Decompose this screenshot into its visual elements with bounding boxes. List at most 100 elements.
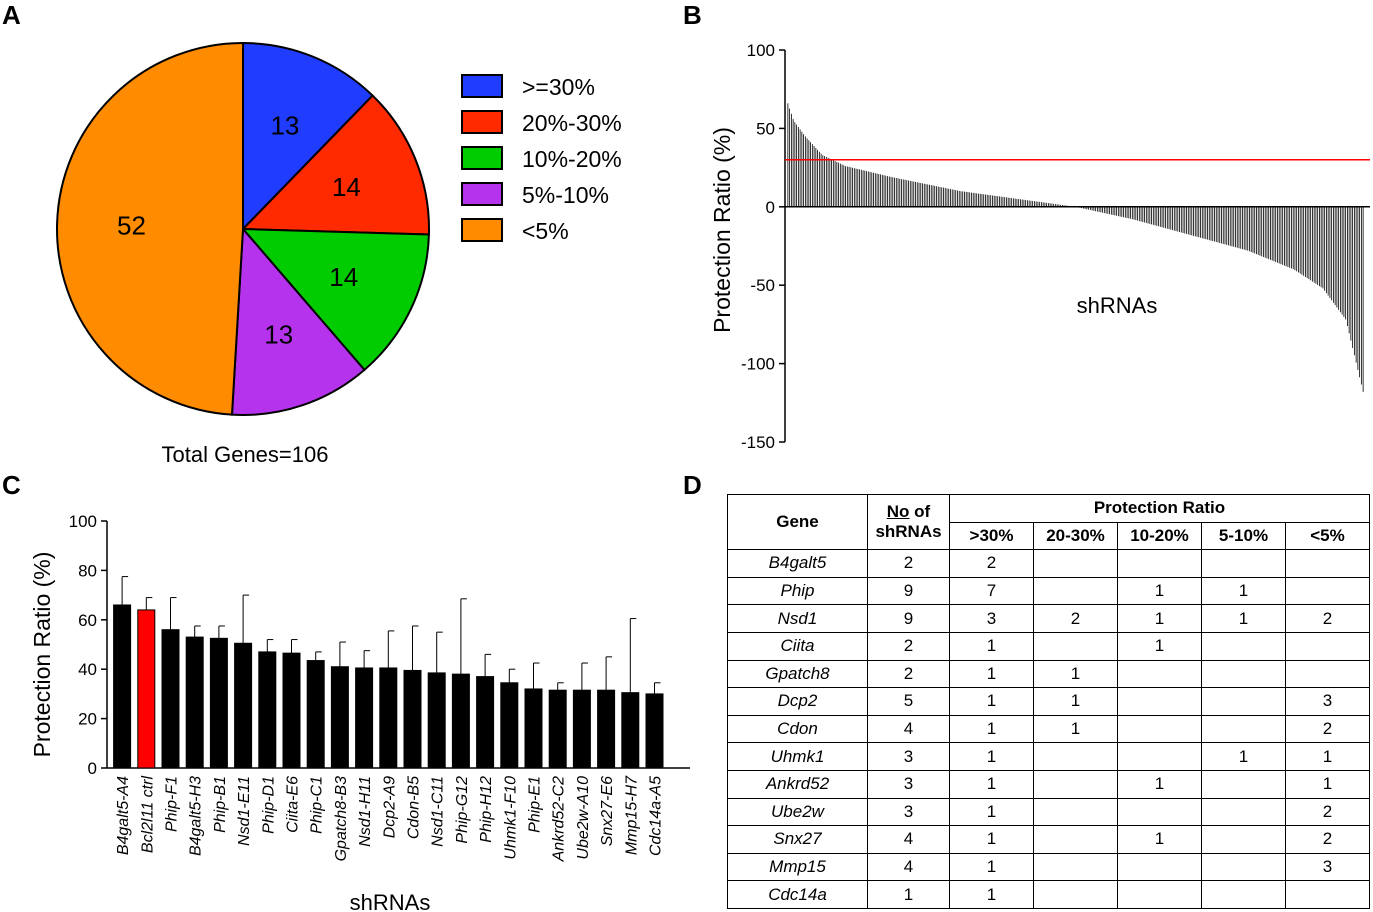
bar	[330, 666, 349, 769]
count-cell: 3	[1285, 852, 1370, 882]
count-cell: 3	[867, 769, 950, 799]
x-axis-label: shRNAs	[1077, 293, 1158, 318]
gene-cell: B4galt5	[727, 549, 868, 578]
count-cell: 1	[1201, 604, 1286, 633]
legend-label: 20%-30%	[522, 110, 622, 136]
y-tick-label: 0	[766, 198, 775, 217]
gene-cell: Dcp2	[727, 687, 868, 716]
x-tick-label: Phip-C1	[309, 776, 326, 834]
count-cell: 4	[867, 714, 950, 744]
count-cell	[1033, 852, 1118, 882]
table-row: Mmp15 4 1 3	[727, 852, 1370, 882]
count-cell: 1	[1117, 604, 1202, 633]
table-row: B4galt5 2 2	[727, 549, 1370, 578]
count-cell	[1285, 576, 1370, 606]
count-cell	[1201, 880, 1286, 909]
count-cell: 1	[1117, 825, 1202, 854]
count-cell: 9	[867, 604, 950, 633]
gene-cell: Ube2w	[727, 797, 868, 827]
y-axis-label: Protection Ratio (%)	[709, 127, 735, 333]
x-tick-label: B4galt5-H3	[188, 776, 205, 856]
header-no-prefix: No	[886, 502, 910, 522]
count-cell: 1	[1033, 659, 1118, 689]
header-no-line2: shRNAs	[875, 522, 942, 542]
gene-cell: Ankrd52	[727, 769, 868, 799]
y-tick-label: 80	[78, 561, 97, 580]
x-tick-label: Phip-D1	[260, 776, 277, 834]
header-gene: Gene	[727, 493, 868, 551]
y-tick-label: 60	[78, 611, 97, 630]
x-tick-label: Phip-H12	[478, 776, 495, 843]
x-tick-label: Nsd1-E11	[236, 776, 253, 846]
count-cell	[1117, 659, 1202, 689]
legend-swatch	[461, 110, 503, 134]
count-cell: 1	[949, 769, 1034, 799]
shrna-bar-chart: 0 20 40 60 80 100 B4galt5-A4 Bcl2l11 ctrl Phip-F…	[29, 512, 690, 912]
count-cell	[1201, 852, 1286, 882]
count-cell	[1201, 825, 1286, 854]
count-cell: 1	[949, 797, 1034, 827]
count-cell: 1	[949, 825, 1034, 854]
count-cell	[1117, 880, 1202, 909]
pie-slice	[230, 226, 366, 416]
x-tick-label: Snx27-E6	[599, 776, 616, 846]
count-cell: 1	[1117, 769, 1202, 799]
bar	[524, 688, 543, 769]
legend-swatch	[461, 218, 503, 242]
count-cell	[1033, 742, 1118, 771]
count-cell: 3	[949, 604, 1034, 633]
count-cell: 1	[1117, 631, 1202, 661]
header-protection-ratio: Protection Ratio	[949, 494, 1370, 523]
count-cell: 1	[949, 714, 1034, 744]
pie-slice-value: 13	[270, 111, 299, 141]
y-axis-label: Protection Ratio (%)	[29, 552, 55, 758]
panel-label-a: A	[2, 0, 21, 30]
y-tick-label: 100	[69, 512, 97, 531]
y-tick-label: 100	[747, 41, 775, 60]
bar	[597, 689, 616, 769]
count-cell: 1	[949, 687, 1034, 716]
x-axis-label: shRNAs	[350, 890, 431, 912]
x-tick-label: Phip-E1	[527, 776, 544, 833]
table-row: Uhmk1 3 1 1 1	[727, 742, 1370, 771]
count-cell: 1	[1117, 576, 1202, 606]
count-cell: 1	[1201, 576, 1286, 606]
subheader-cell: <5%	[1285, 521, 1370, 551]
count-cell	[1117, 687, 1202, 716]
count-cell	[1033, 549, 1118, 578]
x-tick-label: B4galt5-A4	[115, 776, 132, 855]
pie-slice-value: 52	[117, 211, 146, 241]
gene-cell: Snx27	[727, 825, 868, 854]
gene-cell: Uhmk1	[727, 742, 868, 771]
count-cell: 1	[1285, 742, 1370, 771]
table-row: Nsd1 9 3 2 1 1 2	[727, 604, 1370, 633]
header-no-of-shrnas: No of shRNAs	[867, 493, 950, 551]
x-tick-label: Cdon-B5	[406, 776, 423, 839]
table-row: Ankrd52 3 1 1 1	[727, 769, 1370, 799]
pie-slice-value: 14	[332, 172, 361, 202]
count-cell: 3	[867, 797, 950, 827]
subheader-cell: >30%	[949, 521, 1034, 551]
pie-slice	[240, 94, 430, 236]
x-tick-label: Gpatch8-B3	[333, 776, 350, 861]
y-tick-label: -100	[741, 355, 775, 374]
table-row: Ciita 2 1 1	[727, 631, 1370, 661]
gene-cell: Nsd1	[727, 604, 868, 633]
x-tick-label: Cdc14a-A5	[648, 776, 665, 856]
table-row: Snx27 4 1 1 2	[727, 825, 1370, 854]
count-cell: 5	[867, 687, 950, 716]
count-cell	[1033, 769, 1118, 799]
bar	[161, 629, 180, 769]
count-cell: 2	[1033, 604, 1118, 633]
count-cell: 3	[1285, 687, 1370, 716]
table-row: Ube2w 3 1 2	[727, 797, 1370, 827]
bar	[548, 689, 567, 769]
bar	[258, 651, 277, 769]
count-cell: 2	[867, 631, 950, 661]
count-cell: 1	[949, 852, 1034, 882]
pie-slice	[56, 41, 244, 416]
count-cell	[1285, 659, 1370, 689]
count-cell	[1117, 549, 1202, 578]
x-tick-label: Mmp15-H7	[623, 775, 640, 855]
count-cell	[1117, 714, 1202, 744]
